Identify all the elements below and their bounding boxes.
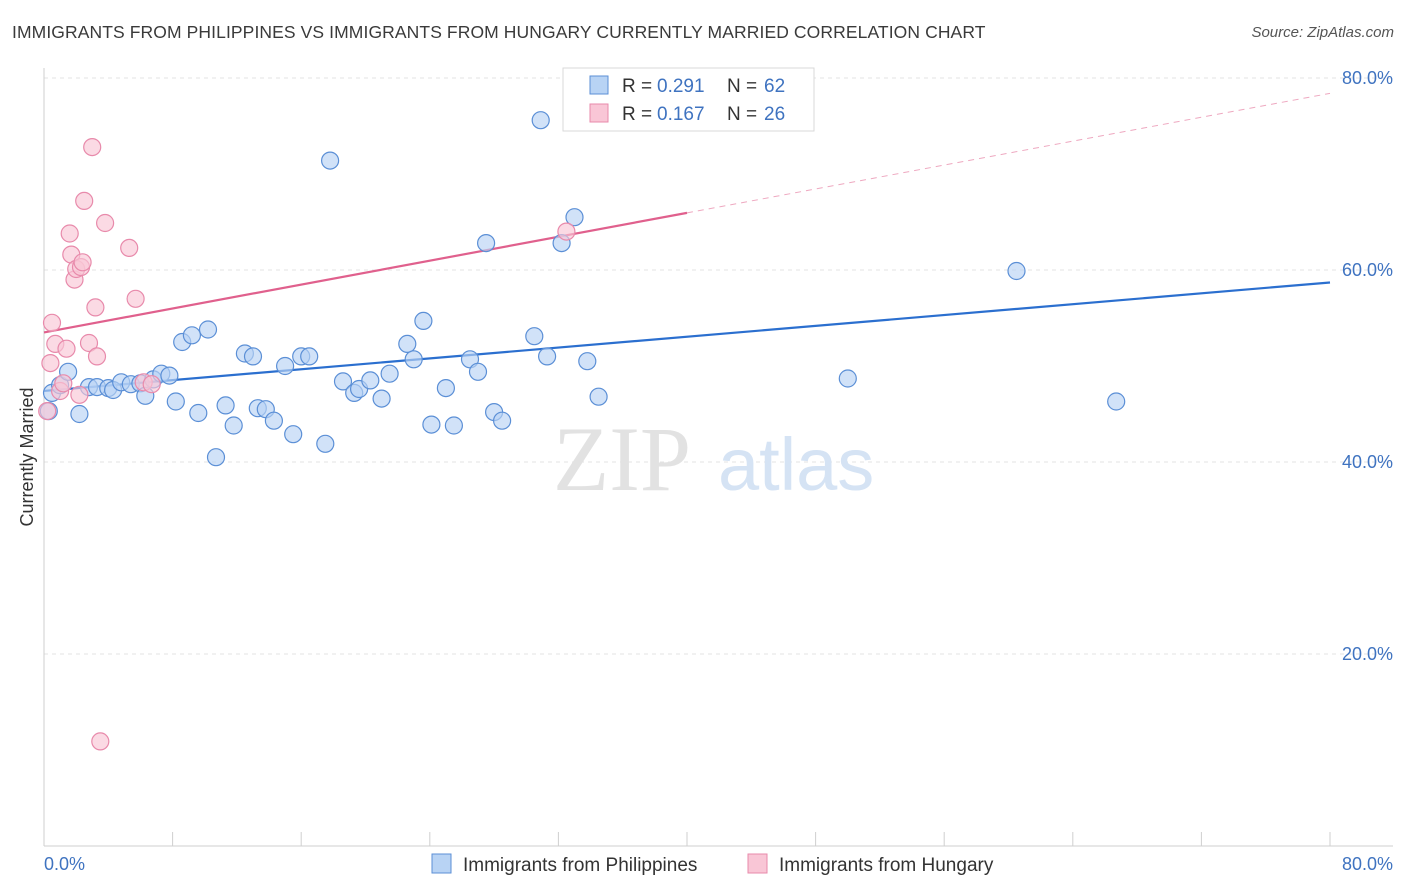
data-point (493, 411, 512, 430)
data-point (243, 347, 263, 366)
data-point (79, 333, 99, 353)
data-point (468, 362, 488, 381)
data-point (87, 347, 107, 366)
legend-n-value-philippines: 62 (764, 76, 785, 97)
data-point (198, 320, 218, 339)
chart-source: Source: ZipAtlas.com (1251, 24, 1394, 41)
trend-line-hungary (43, 211, 688, 334)
trend-line-philippines (43, 281, 1331, 393)
data-points (38, 111, 1126, 751)
data-point (404, 350, 423, 369)
data-point (316, 434, 335, 453)
data-point (1007, 261, 1026, 281)
data-point (120, 238, 139, 257)
watermark: ZIP atlas (553, 408, 874, 510)
data-point (126, 289, 145, 308)
data-point (422, 415, 441, 434)
bottom-legend-label-hungary: Immigrants from Hungary (779, 855, 994, 876)
data-point (380, 364, 399, 383)
axes (43, 68, 1393, 847)
y-axis-title: Currently Married (17, 387, 37, 526)
data-point (321, 151, 340, 170)
data-point (436, 379, 455, 398)
data-point (54, 374, 73, 393)
data-point (372, 389, 391, 408)
data-point (1107, 392, 1126, 411)
data-point (444, 416, 463, 435)
data-point (216, 396, 235, 415)
data-point (589, 387, 608, 406)
bottom-legend-swatch-hungary (747, 853, 768, 874)
watermark-zip: ZIP (553, 408, 691, 510)
data-point (838, 369, 857, 388)
y-tick-label-20: 20.0% (1342, 644, 1393, 664)
data-point (95, 213, 115, 233)
data-point (206, 448, 226, 467)
data-point (42, 313, 62, 332)
bottom-legend-swatch-philippines (431, 853, 452, 874)
data-point (189, 403, 208, 423)
data-point (525, 327, 544, 346)
legend-swatch-hungary (589, 103, 609, 123)
data-point (142, 375, 161, 394)
data-point (557, 222, 576, 241)
data-point (276, 356, 295, 376)
y-tick-label-60: 60.0% (1342, 260, 1393, 280)
data-point (70, 385, 89, 404)
x-ticks (43, 832, 1331, 846)
legend-r-value-philippines: 0.291 (657, 76, 705, 97)
top-legend: R = 0.291 N = 62 R = 0.167 N = 26 (562, 67, 815, 132)
x-tick-label-min: 0.0% (44, 854, 85, 874)
bottom-legend-label-philippines: Immigrants from Philippines (463, 855, 697, 876)
data-point (57, 339, 76, 358)
chart-title: IMMIGRANTS FROM PHILIPPINES VS IMMIGRANT… (12, 22, 986, 42)
data-point (224, 416, 243, 435)
data-point (60, 224, 79, 243)
data-point (361, 371, 380, 390)
trend-lines (43, 92, 1331, 393)
data-point (414, 311, 433, 330)
data-point (70, 404, 89, 424)
series-hungary-points (38, 138, 576, 751)
data-point (398, 334, 417, 353)
data-point (83, 138, 102, 157)
legend-n-value-hungary: 26 (764, 104, 785, 125)
data-point (160, 366, 179, 385)
data-point (75, 191, 94, 210)
legend-r-value-hungary: 0.167 (657, 104, 705, 125)
gridlines (44, 77, 1393, 655)
data-point (166, 392, 185, 411)
data-point (333, 372, 353, 391)
x-tick-labels: 0.0% 80.0% (44, 854, 1393, 874)
data-point (41, 354, 60, 373)
data-point (182, 326, 201, 345)
data-point (91, 732, 110, 751)
data-point (531, 111, 550, 130)
data-point (477, 234, 496, 253)
data-point (38, 402, 57, 421)
y-tick-labels: 20.0% 40.0% 60.0% 80.0% (1342, 68, 1393, 664)
data-point (300, 347, 319, 366)
data-point (73, 253, 92, 272)
legend-swatch-philippines (589, 75, 609, 95)
legend-n-label-philippines: N = (727, 76, 762, 97)
data-point (537, 347, 557, 366)
legend-n-label-hungary: N = (727, 104, 762, 125)
bottom-legend: Immigrants from Philippines Immigrants f… (431, 853, 994, 876)
data-point (565, 208, 584, 227)
y-tick-label-80: 80.0% (1342, 68, 1393, 88)
x-tick-label-max: 80.0% (1342, 854, 1393, 874)
data-point (264, 411, 283, 430)
data-point (578, 352, 597, 371)
data-point (284, 425, 303, 444)
watermark-atlas: atlas (718, 423, 874, 506)
legend-r-label-philippines: R = (622, 76, 657, 97)
data-point (86, 298, 105, 317)
legend-r-label-hungary: R = (622, 104, 657, 125)
y-tick-label-40: 40.0% (1342, 452, 1393, 472)
